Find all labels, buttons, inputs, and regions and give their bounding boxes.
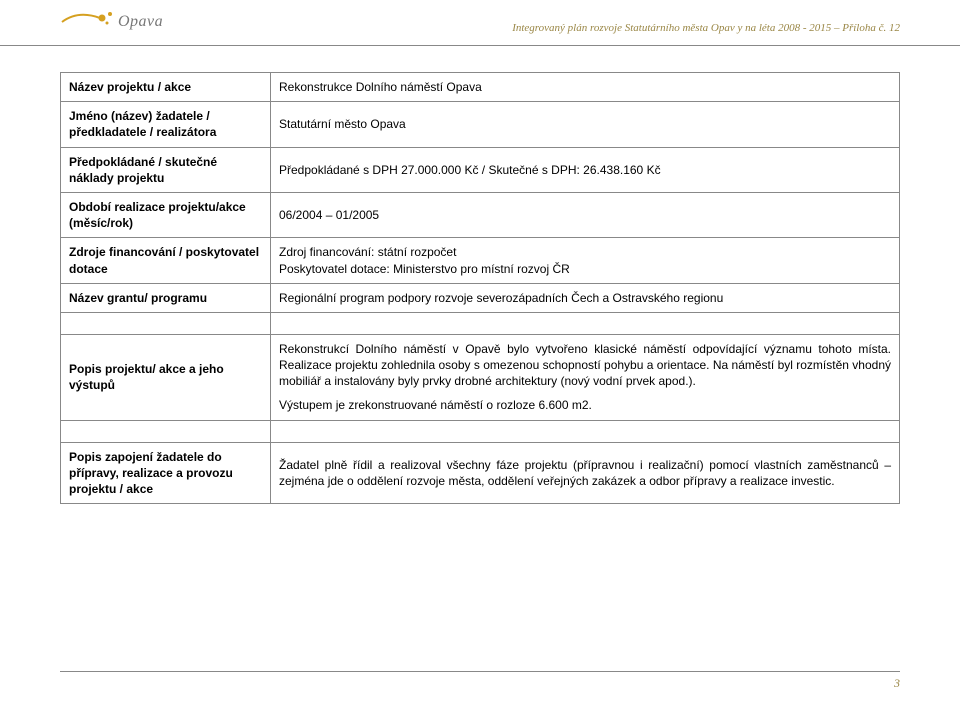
row-value: Žadatel plně řídil a realizoval všechny … bbox=[271, 442, 900, 504]
table-row: Období realizace projektu/akce (měsíc/ro… bbox=[61, 192, 900, 237]
table-row: Předpokládané / skutečné náklady projekt… bbox=[61, 147, 900, 192]
project-table: Název projektu / akce Rekonstrukce Dolní… bbox=[60, 72, 900, 504]
document-title: Integrovaný plán rozvoje Statutárního mě… bbox=[512, 22, 900, 34]
row-value: Regionální program podpory rozvoje sever… bbox=[271, 283, 900, 312]
table-row: Název projektu / akce Rekonstrukce Dolní… bbox=[61, 73, 900, 102]
row-label: Jméno (název) žadatele / předkladatele /… bbox=[61, 102, 271, 147]
page-number: 3 bbox=[60, 671, 900, 691]
row-label: Název projektu / akce bbox=[61, 73, 271, 102]
row-value: Zdroj financování: státní rozpočetPoskyt… bbox=[271, 238, 900, 283]
page-header: Opava Integrovaný plán rozvoje Statutárn… bbox=[0, 0, 960, 46]
row-value: Rekonstrukcí Dolního náměstí v Opavě byl… bbox=[271, 334, 900, 420]
logo-text: Opava bbox=[118, 13, 163, 31]
logo: Opava bbox=[60, 8, 163, 31]
row-label: Popis zapojení žadatele do přípravy, rea… bbox=[61, 442, 271, 504]
content-area: Název projektu / akce Rekonstrukce Dolní… bbox=[0, 46, 960, 504]
spacer-row bbox=[61, 312, 900, 334]
logo-swoosh-icon bbox=[60, 8, 114, 31]
desc-paragraph: Rekonstrukcí Dolního náměstí v Opavě byl… bbox=[279, 341, 891, 390]
row-label: Název grantu/ programu bbox=[61, 283, 271, 312]
row-label: Zdroje financování / poskytovatel dotace bbox=[61, 238, 271, 283]
table-row: Jméno (název) žadatele / předkladatele /… bbox=[61, 102, 900, 147]
row-value: Předpokládané s DPH 27.000.000 Kč / Skut… bbox=[271, 147, 900, 192]
row-label: Popis projektu/ akce a jeho výstupů bbox=[61, 334, 271, 420]
desc-paragraph: Výstupem je zrekonstruované náměstí o ro… bbox=[279, 397, 891, 413]
row-value: Rekonstrukce Dolního náměstí Opava bbox=[271, 73, 900, 102]
spacer-row bbox=[61, 420, 900, 442]
table-row: Název grantu/ programu Regionální progra… bbox=[61, 283, 900, 312]
table-row: Popis projektu/ akce a jeho výstupů Reko… bbox=[61, 334, 900, 420]
row-label: Období realizace projektu/akce (měsíc/ro… bbox=[61, 192, 271, 237]
row-label: Předpokládané / skutečné náklady projekt… bbox=[61, 147, 271, 192]
row-value: Statutární město Opava bbox=[271, 102, 900, 147]
table-row: Popis zapojení žadatele do přípravy, rea… bbox=[61, 442, 900, 504]
row-value: 06/2004 – 01/2005 bbox=[271, 192, 900, 237]
table-row: Zdroje financování / poskytovatel dotace… bbox=[61, 238, 900, 283]
